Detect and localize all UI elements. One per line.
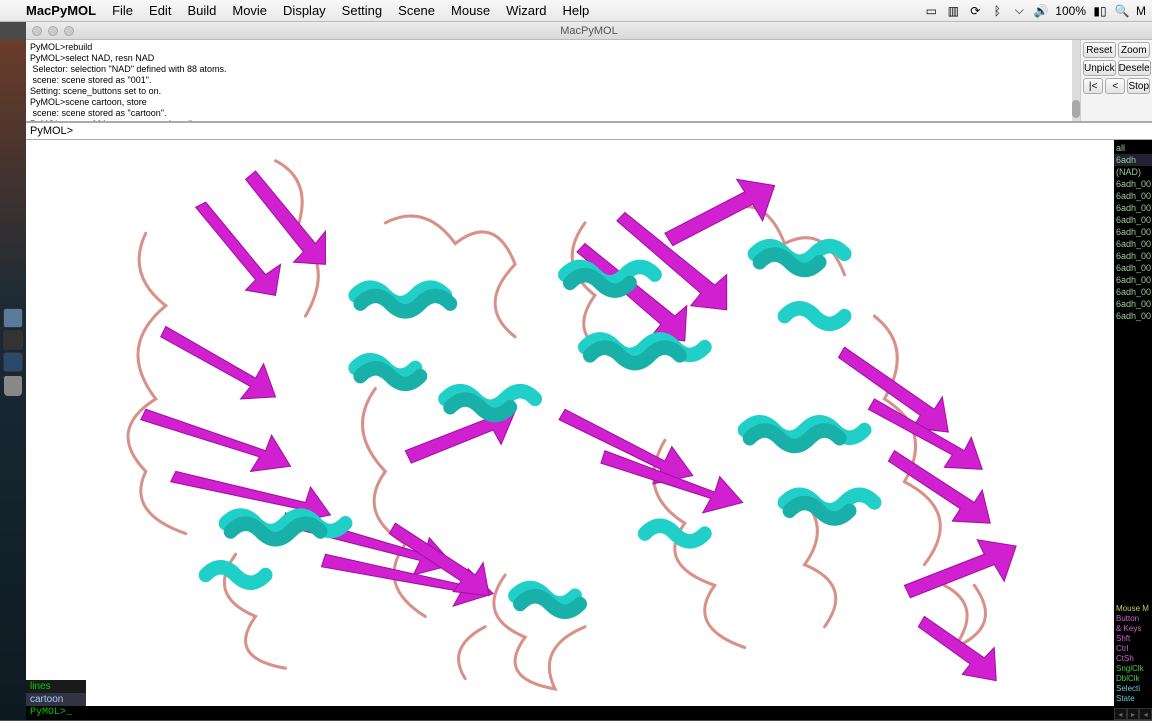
tray-suffix: M [1136,4,1146,18]
display-icon[interactable]: ▥ [945,4,961,18]
command-prompt: PyMOL> [30,125,73,137]
object-item[interactable]: 6adh_00 [1114,226,1152,238]
object-panel: all 6adh (NAD) 6adh_00 6adh_00 6adh_00 6… [1114,140,1152,720]
menu-build[interactable]: Build [179,3,224,18]
window-titlebar: MacPyMOL [26,22,1152,40]
log-pane: PyMOL>rebuild PyMOL>select NAD, resn NAD… [26,40,1152,122]
object-item[interactable]: 6adh_00 [1114,178,1152,190]
wifi-icon[interactable]: ⌵ [1011,3,1027,18]
screen-icon[interactable]: ▭ [923,4,939,18]
frame-play-icon[interactable]: ▸ [1127,708,1140,720]
protein-render [26,140,1114,720]
object-all[interactable]: all [1114,142,1152,154]
frame-back-icon[interactable]: ◂ [1114,708,1127,720]
desktop-strip [0,40,26,720]
dock [2,306,24,400]
app-menu[interactable]: MacPyMOL [18,3,104,18]
object-item[interactable]: 6adh_00 [1114,274,1152,286]
battery-percent: 100% [1055,4,1086,18]
log-scrollbar[interactable] [1072,40,1080,121]
dock-icon-1[interactable] [3,308,23,328]
object-item[interactable]: 6adh_00 [1114,310,1152,322]
log-output: PyMOL>rebuild PyMOL>select NAD, resn NAD… [26,40,1072,121]
viewer-area: lines cartoon PyMOL>_ all 6adh (NAD) 6ad… [26,140,1152,720]
command-line[interactable]: PyMOL> [26,122,1152,140]
battery-icon[interactable]: ▮▯ [1092,4,1108,18]
object-nad[interactable]: (NAD) [1114,166,1152,178]
rewind-button[interactable]: |< [1083,78,1103,94]
trash-icon[interactable] [4,376,22,396]
stop-button[interactable]: Stop [1127,78,1150,94]
reset-button[interactable]: Reset [1083,42,1116,58]
control-panel: Reset Zoom Unpick Desele |< < Stop [1080,40,1152,121]
scene-cartoon-button[interactable]: cartoon [26,693,86,706]
menu-wizard[interactable]: Wizard [498,3,554,18]
spotlight-icon[interactable]: 🔍 [1114,4,1130,18]
unpick-button[interactable]: Unpick [1083,60,1116,76]
system-tray: ▭ ▥ ⟳ ᛒ ⌵ 🔊 100% ▮▯ 🔍 M [923,3,1152,18]
menu-edit[interactable]: Edit [141,3,179,18]
sync-icon[interactable]: ⟳ [967,4,983,18]
menu-display[interactable]: Display [275,3,334,18]
object-6adh[interactable]: 6adh [1114,154,1152,166]
object-item[interactable]: 6adh_00 [1114,214,1152,226]
object-item[interactable]: 6adh_00 [1114,262,1152,274]
menu-mouse[interactable]: Mouse [443,3,498,18]
object-item[interactable]: 6adh_00 [1114,298,1152,310]
bluetooth-icon[interactable]: ᛒ [989,4,1005,18]
object-item[interactable]: 6adh_00 [1114,202,1152,214]
menu-movie[interactable]: Movie [224,3,275,18]
volume-icon[interactable]: 🔊 [1033,4,1049,18]
app-window: MacPyMOL PyMOL>rebuild PyMOL>select NAD,… [26,22,1152,720]
mouse-mode-panel: Mouse M Button & Keys Shft Ctrl CtSh Sng… [1114,602,1152,706]
window-title: MacPyMOL [26,25,1152,37]
menu-help[interactable]: Help [555,3,598,18]
viewer-command-line[interactable]: PyMOL>_ [26,706,1114,720]
scene-buttons: lines cartoon [26,680,86,706]
object-item[interactable]: 6adh_00 [1114,238,1152,250]
frame-fwd-icon[interactable]: ◂ [1139,708,1152,720]
deselect-button[interactable]: Desele [1118,60,1151,76]
molecular-viewport[interactable]: lines cartoon PyMOL>_ [26,140,1114,720]
object-item[interactable]: 6adh_00 [1114,250,1152,262]
menu-setting[interactable]: Setting [334,3,390,18]
frame-controls[interactable]: ◂ ▸ ◂ [1114,708,1152,720]
object-item[interactable]: 6adh_00 [1114,286,1152,298]
dock-icon-3[interactable] [3,352,23,372]
menu-file[interactable]: File [104,3,141,18]
dock-icon-2[interactable] [3,330,23,350]
zoom-button-ctrl[interactable]: Zoom [1118,42,1151,58]
back-button[interactable]: < [1105,78,1125,94]
mac-menubar: MacPyMOL File Edit Build Movie Display S… [0,0,1152,22]
menu-scene[interactable]: Scene [390,3,443,18]
scene-lines-button[interactable]: lines [26,680,86,693]
object-item[interactable]: 6adh_00 [1114,190,1152,202]
